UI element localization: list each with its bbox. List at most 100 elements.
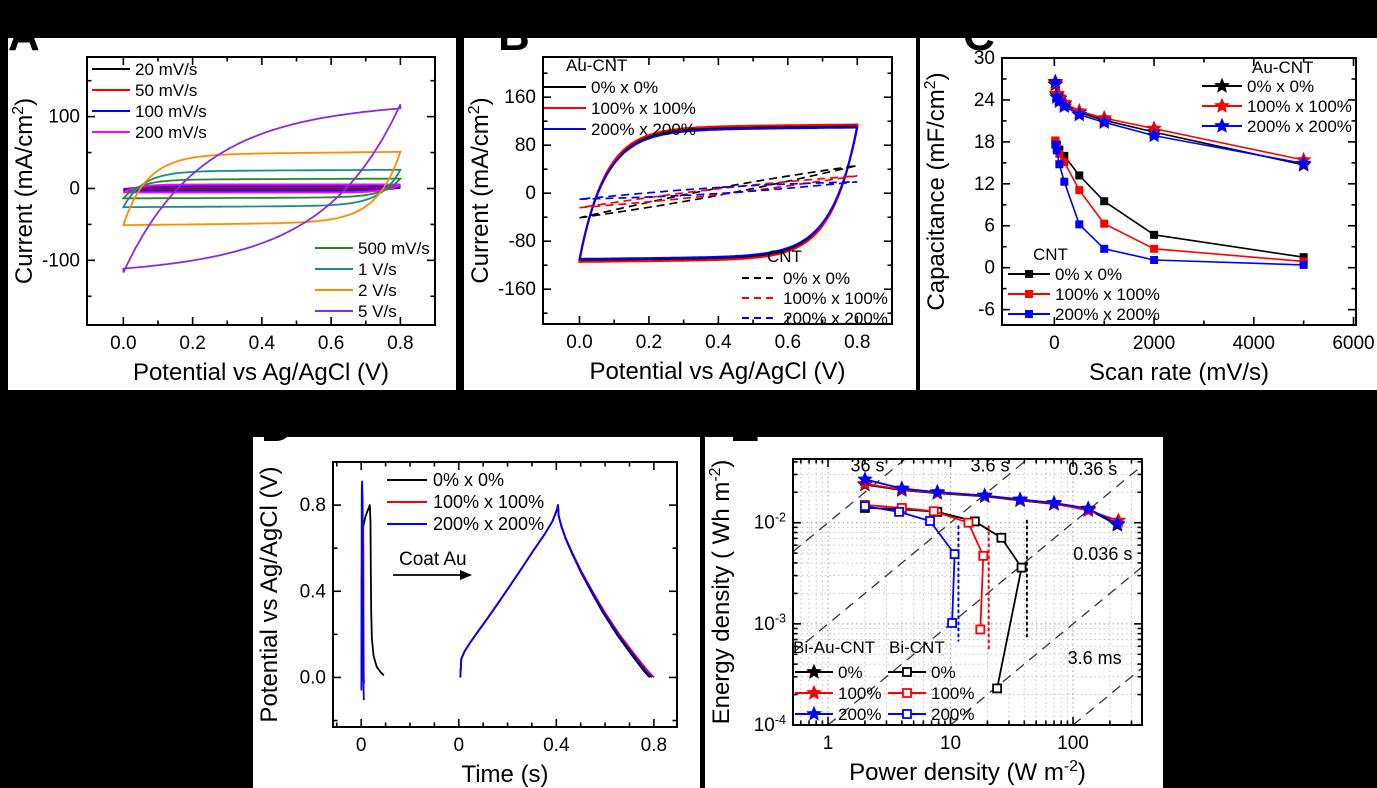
x-tick-label: 0.0 (566, 332, 592, 353)
iso-time-line (1072, 667, 1143, 726)
marker-star (806, 663, 822, 679)
y-tick-label: 10-4​ (754, 713, 786, 736)
legend-label: 2 V/s (358, 281, 397, 300)
marker-square-open (947, 618, 958, 628)
marker-square (1075, 220, 1084, 229)
legend-label: 200% x 200% (783, 309, 888, 328)
legend-label: 100% x 100% (591, 99, 696, 118)
marker-star (806, 705, 822, 721)
series-au-cnt-200-x-200- (578, 126, 859, 260)
x-tick-label: 0.4 (705, 332, 732, 353)
marker-star (1046, 494, 1062, 510)
legend-label: 20 mV/s (135, 60, 197, 79)
legend-label: 1 V/s (358, 260, 397, 279)
y-tick-label: 12 (974, 174, 995, 195)
series-cnt-200-x-200- (1054, 144, 1304, 266)
marker-square (1100, 219, 1109, 228)
legend-header: CNT (767, 247, 802, 266)
marker-square-open (992, 683, 1003, 694)
iso-time-line (792, 458, 906, 553)
panel-label-c: C (963, 38, 995, 58)
x-tick-label: 0.4 (543, 735, 570, 756)
legend-entry: 0% x 0% (1008, 265, 1122, 284)
legend-entry: 20 mV/s (92, 60, 197, 79)
series-au-cnt-200-x-200- (459, 504, 653, 679)
legend-label: 0% x 0% (1055, 265, 1122, 284)
marker-square (1075, 186, 1084, 195)
series-group (578, 123, 859, 263)
y-axis-title: Current (mA/cm2​) (466, 97, 494, 283)
panel-plot-svg: 0.0 0.2 0.4 0.6 0.8 -100 0 100 Potential vs Ag/A… (10, 56, 436, 386)
series-bi-cnt-200- (864, 505, 956, 624)
marker-square (1299, 253, 1308, 262)
y-tick-label: 10-2​ (754, 510, 786, 533)
legend: Bi-Au-CNT 0% 100% 200% (793, 638, 881, 724)
marker-square-open (860, 501, 870, 511)
legend-entry: 200% x 200% (1202, 117, 1352, 136)
legend-header: CNT (1033, 245, 1068, 264)
y-tick-label: -160 (498, 279, 536, 300)
panel-c: C 0 2000 4000 6000 -6 0 6 12 18 24 30 Scan rate (mV… (920, 38, 1377, 390)
legend: Bi-CNT 0% 100% 200% (888, 638, 974, 724)
legend-label: 200% x 200% (1247, 117, 1352, 136)
y-tick-label: 30 (974, 48, 995, 69)
marker-square (1055, 160, 1064, 169)
panel-plot-svg: 0 2000 4000 6000 -6 0 6 12 18 24 30 Scan rate (mV/s… (922, 48, 1375, 386)
panel-plot-svg: 0 0 0.4 0.8 0.0 0.4 0.8 Time (s) Potential vs Ag… (256, 461, 678, 788)
legend-entry: 1 V/s (315, 260, 397, 279)
x-tick-label: 6000 (1332, 333, 1374, 354)
legend-header: Bi-Au-CNT (793, 638, 875, 657)
legend-entry: 50 mV/s (92, 81, 197, 100)
marker-square-open (949, 549, 960, 559)
y-tick-label: 18 (974, 132, 995, 153)
iso-time-label: 3.6 s (970, 455, 1009, 475)
legend-entry: 200% x 200% (387, 514, 544, 534)
x-tick-label: 100 (1057, 733, 1089, 754)
marker-square (1100, 244, 1109, 253)
plot-frame (332, 461, 678, 728)
series-bi-cnt-200--markers (860, 501, 960, 628)
x-tick-label: 0.4 (249, 333, 276, 354)
legend-entry: 200% (888, 705, 974, 724)
x-tick-label: 0 (356, 735, 367, 756)
x-tick-label: 0.6 (318, 333, 344, 354)
legend-entry: 0% x 0% (387, 470, 504, 490)
series-1-v-s (121, 168, 402, 209)
x-tick-label: 0 (1049, 333, 1060, 354)
legend-entry: 0% x 0% (544, 78, 658, 97)
marker-square-open (902, 688, 912, 698)
series-au-cnt-100-x-100- (578, 123, 859, 263)
panel-label-b: B (498, 38, 530, 58)
legend: Au-CNT 0% x 0% 100% x 100% 200% x 200% (544, 56, 696, 139)
marker-square-open (1016, 562, 1027, 573)
legend-entry: 0% x 0% (1202, 77, 1314, 96)
marker-square (1150, 230, 1159, 239)
x-axis-title: Scan rate (mV/s) (1089, 359, 1269, 386)
legend-entry: 100% x 100% (544, 99, 696, 118)
plot-frame (792, 458, 1143, 726)
marker-square (1075, 171, 1084, 180)
marker-square (1299, 260, 1308, 269)
axis-ticks (1002, 57, 1356, 325)
panel-label-a: A (8, 38, 40, 58)
panel-b: B 0.0 0.2 0.4 0.6 0.8 -160 -80 0 80 160 Potential … (464, 38, 916, 390)
legend-entry: 100% (795, 684, 881, 703)
marker-star (1080, 500, 1097, 516)
marker-star (857, 471, 873, 487)
series-cnt-200-x-200- (360, 480, 365, 701)
marker-square-open (996, 532, 1007, 543)
marker-star (1109, 515, 1126, 531)
series-bi-cnt-100--markers (860, 500, 989, 635)
panel-plot-svg: 0.0 0.2 0.4 0.6 0.8 -160 -80 0 80 160 Potential vs… (466, 56, 893, 385)
series-au-cnt-200-x-200--markers (1047, 73, 1312, 171)
y-tick-label: -6 (978, 300, 995, 321)
y-axis-title: Energy density ( Wh m-2​) (707, 460, 735, 725)
x-tick-label: 4000 (1233, 333, 1275, 354)
marker-star (1214, 97, 1230, 113)
marker-star (893, 480, 910, 496)
panel-label-e: E (730, 437, 759, 449)
legend-entry: 100% x 100% (1202, 97, 1352, 116)
x-tick-label: 0 (453, 735, 464, 756)
panel-plot-svg: 36 s 3.6 s 0.36 s 0.036 s 3.6 ms 1 10 100 10-2​ 1… (707, 455, 1143, 786)
marker-square-open (902, 667, 912, 677)
